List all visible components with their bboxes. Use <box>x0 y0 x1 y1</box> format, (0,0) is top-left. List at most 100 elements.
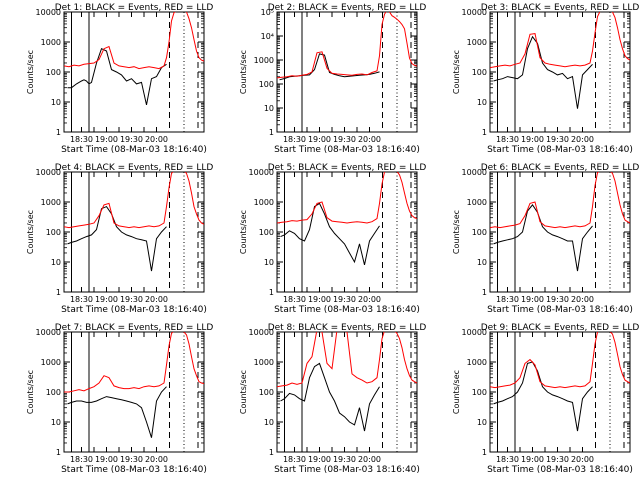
x-tick-label: 18:30 <box>283 135 306 144</box>
x-tick-label: 19:30 <box>333 135 356 144</box>
lld-series-line <box>277 12 417 79</box>
plot-frame <box>63 331 205 453</box>
x-axis-label: Start Time (08-Mar-03 18:16:40) <box>61 305 207 315</box>
y-tick-label: 10 <box>51 258 61 267</box>
y-tick-label: 1 <box>56 288 61 297</box>
lld-series-line <box>64 332 204 393</box>
y-tick-label: 10 <box>51 98 61 107</box>
plot-frame <box>489 331 631 453</box>
y-tick-label: 10 <box>264 104 274 113</box>
x-tick-label: 19:00 <box>521 455 544 464</box>
x-tick-label: 19:00 <box>95 135 118 144</box>
y-tick-label: 1000 <box>254 56 274 65</box>
y-tick-label: 1 <box>269 288 274 297</box>
y-tick-label: 100 <box>472 388 487 397</box>
lld-series-line <box>490 12 630 69</box>
y-tick-label: 10 <box>264 258 274 267</box>
y-tick-label: 1000 <box>41 358 61 367</box>
chart-panel-4: 1 10 100 1000 10000 18:30 19:00 19:30 20:00 Det 4… <box>26 163 213 315</box>
y-axis-label: Counts/sec <box>26 210 35 254</box>
lld-series-line <box>490 332 630 389</box>
events-series-line <box>493 204 593 272</box>
y-tick-label: 100 <box>259 80 274 89</box>
x-tick-label: 20:00 <box>145 455 168 464</box>
chart-panel-1: 1 10 100 1000 10000 18:30 19:00 19:30 20:00 Det 1… <box>26 3 213 155</box>
y-tick-label: 1000 <box>254 358 274 367</box>
y-tick-label: 1000 <box>41 38 61 47</box>
x-axis-label: Start Time (08-Mar-03 18:16:40) <box>61 145 207 155</box>
y-axis-label: Counts/sec <box>452 370 461 414</box>
y-axis-label: Counts/sec <box>452 210 461 254</box>
x-axis-label: Start Time (08-Mar-03 18:16:40) <box>274 145 420 155</box>
chart-panel-9: 1 10 100 1000 10000 18:30 19:00 19:30 20:00 Det 9… <box>452 323 639 475</box>
x-tick-label: 19:30 <box>120 455 143 464</box>
y-axis-label: Counts/sec <box>26 50 35 94</box>
events-series-line <box>67 48 167 106</box>
lld-series-line <box>277 332 417 388</box>
y-tick-label: 1 <box>269 448 274 457</box>
y-tick-label: 100 <box>259 228 274 237</box>
events-series-line <box>67 386 167 438</box>
y-tick-label: 1 <box>482 448 487 457</box>
y-tick-label: 10000 <box>249 328 274 337</box>
y-axis-label: Counts/sec <box>239 370 248 414</box>
x-tick-label: 19:00 <box>95 295 118 304</box>
x-tick-label: 18:30 <box>283 455 306 464</box>
y-tick-label: 10 <box>477 98 487 107</box>
x-axis-label: Start Time (08-Mar-03 18:16:40) <box>274 465 420 475</box>
y-tick-label: 1000 <box>41 198 61 207</box>
y-tick-label: 10⁵ <box>261 8 274 17</box>
chart-panel-6: 1 10 100 1000 10000 18:30 19:00 19:30 20:00 Det 6… <box>452 163 639 315</box>
y-tick-label: 10 <box>477 418 487 427</box>
x-tick-label: 18:30 <box>496 295 519 304</box>
plot-frame <box>489 11 631 133</box>
chart-title: Det 4: BLACK = Events, RED = LLD <box>55 163 214 173</box>
y-tick-label: 1 <box>482 288 487 297</box>
y-tick-label: 1 <box>56 128 61 137</box>
y-tick-label: 100 <box>46 228 61 237</box>
x-tick-label: 20:00 <box>358 455 381 464</box>
chart-panel-7: 1 10 100 1000 10000 18:30 19:00 19:30 20:00 Det 7… <box>26 323 213 475</box>
x-tick-label: 19:00 <box>308 455 331 464</box>
y-tick-label: 10000 <box>36 8 61 17</box>
events-series-line <box>280 362 380 432</box>
x-tick-label: 19:00 <box>95 455 118 464</box>
chart-title: Det 7: BLACK = Events, RED = LLD <box>55 323 214 333</box>
y-tick-label: 10⁴ <box>261 32 274 41</box>
events-series-line <box>67 205 167 272</box>
x-tick-label: 19:30 <box>546 295 569 304</box>
x-tick-label: 18:30 <box>70 455 93 464</box>
chart-panel-3: 1 10 100 1000 10000 18:30 19:00 19:30 20:00 Det 3… <box>452 3 639 155</box>
x-tick-label: 19:30 <box>120 295 143 304</box>
x-tick-label: 19:30 <box>333 455 356 464</box>
x-axis-label: Start Time (08-Mar-03 18:16:40) <box>61 465 207 475</box>
x-tick-label: 20:00 <box>571 295 594 304</box>
x-tick-label: 19:30 <box>546 135 569 144</box>
x-axis-label: Start Time (08-Mar-03 18:16:40) <box>274 305 420 315</box>
chart-panel-2: 1 10 100 1000 10⁴ 10⁵ 18:30 19:00 19:30 20:00 Det … <box>239 3 426 155</box>
x-axis-label: Start Time (08-Mar-03 18:16:40) <box>487 465 633 475</box>
lld-series-line <box>490 172 630 229</box>
x-tick-label: 19:30 <box>546 455 569 464</box>
chart-title: Det 1: BLACK = Events, RED = LLD <box>55 3 214 13</box>
x-tick-label: 20:00 <box>571 455 594 464</box>
plot-frame <box>276 331 418 453</box>
chart-panel-8: 1 10 100 1000 10000 18:30 19:00 19:30 20:00 Det 8… <box>239 323 426 475</box>
x-axis-label: Start Time (08-Mar-03 18:16:40) <box>487 145 633 155</box>
y-tick-label: 1000 <box>467 358 487 367</box>
y-tick-label: 100 <box>259 388 274 397</box>
y-tick-label: 10000 <box>249 168 274 177</box>
x-tick-label: 19:00 <box>308 295 331 304</box>
chart-title: Det 2: BLACK = Events, RED = LLD <box>268 3 427 13</box>
y-tick-label: 10 <box>51 418 61 427</box>
y-tick-label: 1 <box>482 128 487 137</box>
chart-title: Det 3: BLACK = Events, RED = LLD <box>481 3 640 13</box>
plot-frame <box>63 171 205 293</box>
y-tick-label: 10 <box>264 418 274 427</box>
events-series-line <box>493 361 593 432</box>
x-tick-label: 19:00 <box>308 135 331 144</box>
y-tick-label: 1000 <box>467 198 487 207</box>
lld-series-line <box>64 12 204 70</box>
x-tick-label: 18:30 <box>70 135 93 144</box>
